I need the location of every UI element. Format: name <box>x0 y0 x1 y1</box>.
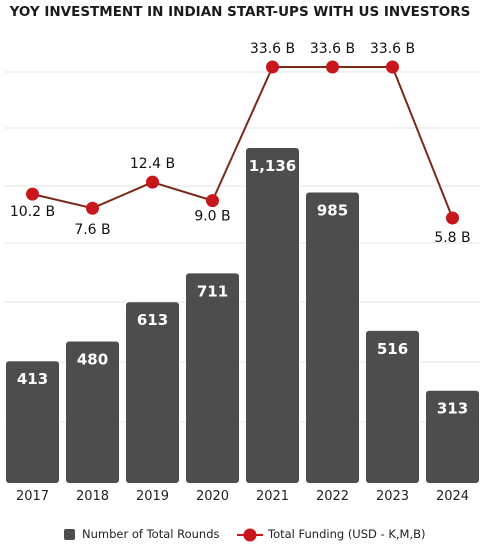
x-tick-2019: 2019 <box>136 489 169 504</box>
bar-label-2024: 313 <box>437 400 468 418</box>
x-tick-2018: 2018 <box>76 489 109 504</box>
funding-label-2018: 7.6 B <box>74 222 110 238</box>
funding-label-2024: 5.8 B <box>434 230 470 246</box>
bar-2022 <box>306 192 359 483</box>
funding-point-2021 <box>266 60 279 74</box>
x-tick-2017: 2017 <box>16 489 49 504</box>
x-tick-2021: 2021 <box>256 489 289 504</box>
chart-title: YOY INVESTMENT IN INDIAN START-UPS WITH … <box>9 4 471 20</box>
x-tick-2023: 2023 <box>376 489 409 504</box>
bar-2020 <box>186 273 239 483</box>
bar-2024 <box>426 390 479 483</box>
funding-line <box>32 66 454 219</box>
legend-marker-line <box>243 528 257 542</box>
funding-label-2022: 33.6 B <box>310 41 355 57</box>
funding-point-2022 <box>326 60 339 74</box>
bar-2023 <box>366 330 419 483</box>
funding-point-2019 <box>146 175 159 189</box>
funding-point-2017 <box>26 187 39 201</box>
bar-2019 <box>126 302 179 483</box>
funding-point-2020 <box>206 194 219 208</box>
bar-label-2018: 480 <box>77 350 108 368</box>
bar-series: 413 480 613 711 1,136 985 516 313 <box>6 148 479 483</box>
funding-label-2023: 33.6 B <box>370 41 415 57</box>
legend-label-line: Total Funding (USD - K,M,B) <box>267 527 426 541</box>
bar-label-2017: 413 <box>17 370 48 388</box>
x-tick-2020: 2020 <box>196 489 229 504</box>
x-tick-2022: 2022 <box>316 489 349 504</box>
funding-label-2021: 33.6 B <box>250 41 295 57</box>
funding-label-2017: 10.2 B <box>10 204 55 220</box>
bar-2018 <box>66 341 119 483</box>
legend-swatch-bars <box>64 529 75 540</box>
funding-label-2020: 9.0 B <box>194 209 230 225</box>
bar-2017 <box>6 361 59 483</box>
bar-label-2020: 711 <box>197 282 228 300</box>
bar-label-2019: 613 <box>137 311 168 329</box>
funding-point-2018 <box>86 201 99 215</box>
funding-point-2023 <box>386 60 399 74</box>
bar-label-2022: 985 <box>317 202 348 220</box>
funding-point-2024 <box>446 211 459 225</box>
x-axis: 2017 2018 2019 2020 2021 2022 2023 2024 <box>16 489 469 504</box>
legend-label-bars: Number of Total Rounds <box>82 527 219 541</box>
funding-label-2019: 12.4 B <box>130 156 175 172</box>
x-tick-2024: 2024 <box>436 489 469 504</box>
bar-label-2021: 1,136 <box>249 157 296 175</box>
line-series: 10.2 B 7.6 B 12.4 B 9.0 B 33.6 B 33.6 B 33.6 B… <box>10 41 471 246</box>
legend: Number of Total Rounds Total Funding (US… <box>64 527 426 542</box>
bar-label-2023: 516 <box>377 340 408 358</box>
bar-2021 <box>246 148 299 483</box>
